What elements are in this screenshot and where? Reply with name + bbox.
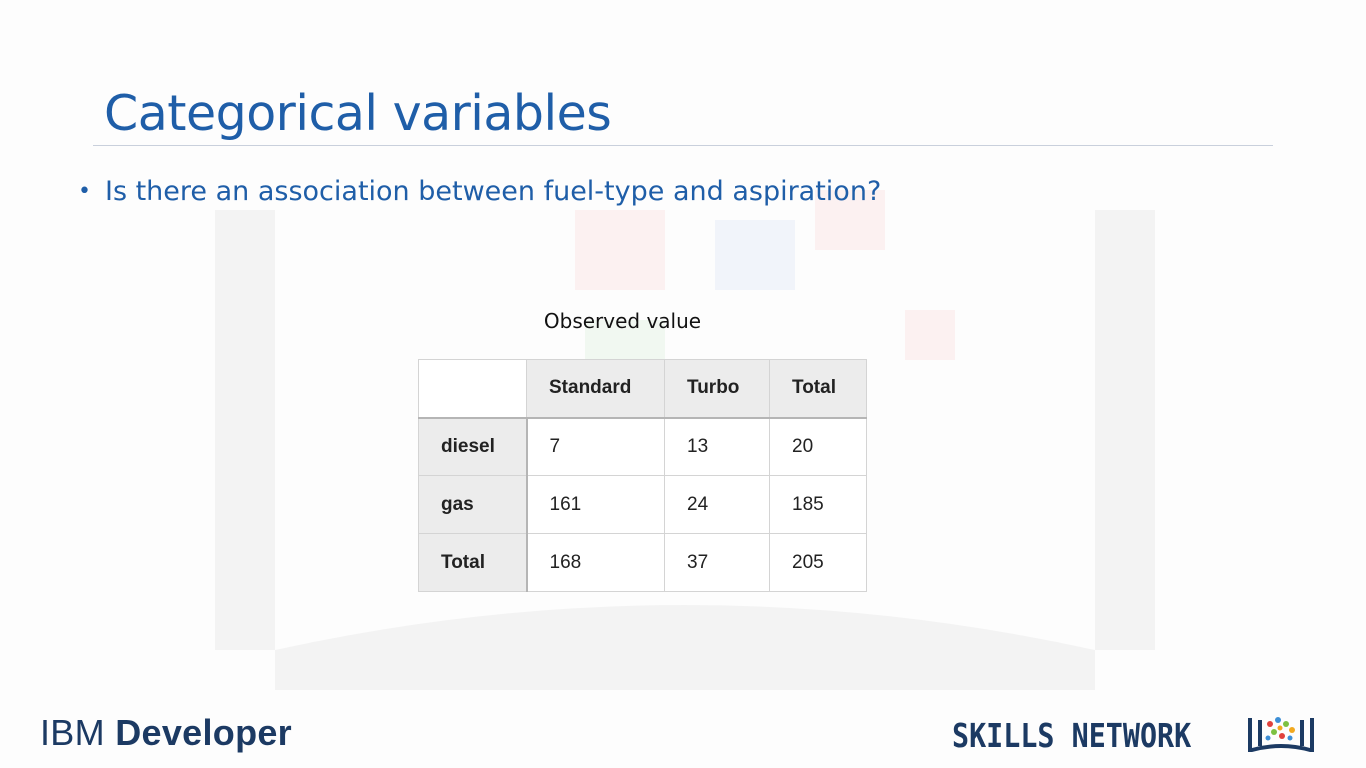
table-cell: 161: [526, 475, 665, 534]
slide-title: Categorical variables: [104, 85, 612, 142]
ibm-developer-logo: IBM Developer: [40, 712, 292, 754]
ibm-logo-prefix: IBM: [40, 712, 105, 753]
title-divider: [93, 145, 1273, 146]
table-cell: 168: [526, 533, 665, 592]
corner-cell: [418, 359, 527, 419]
column-header: Turbo: [664, 359, 770, 419]
table-cell: 20: [769, 417, 867, 476]
table-cell: 24: [664, 475, 770, 534]
table-cell: 7: [526, 417, 665, 476]
column-header: Standard: [526, 359, 665, 419]
table-cell: 37: [664, 533, 770, 592]
row-header: diesel: [418, 417, 528, 476]
table-row: Total 168 37 205: [418, 533, 867, 592]
bullet-dot-icon: •: [78, 179, 91, 204]
ibm-logo-suffix: Developer: [115, 712, 292, 753]
table-cell: 185: [769, 475, 867, 534]
table-caption: Observed value: [543, 309, 702, 333]
bullet-item: • Is there an association between fuel-t…: [78, 172, 881, 212]
row-header: Total: [418, 533, 528, 592]
row-header: gas: [418, 475, 528, 534]
observed-value-table: Standard Turbo Total diesel 7 13 20 gas …: [418, 359, 867, 592]
column-header: Total: [769, 359, 867, 419]
table-header-row: Standard Turbo Total: [418, 359, 867, 419]
table-cell: 13: [664, 417, 770, 476]
skills-network-text: SKILLS NETWORK: [952, 715, 1192, 755]
table-row: diesel 7 13 20: [418, 417, 867, 476]
book-network-watermark: [215, 190, 1155, 690]
table-cell: 205: [769, 533, 867, 592]
skills-network-book-icon: [1248, 717, 1314, 752]
bullet-text: Is there an association between fuel-typ…: [104, 176, 882, 207]
skills-network-logo: SKILLS NETWORK: [952, 714, 1316, 756]
table-row: gas 161 24 185: [418, 475, 867, 534]
